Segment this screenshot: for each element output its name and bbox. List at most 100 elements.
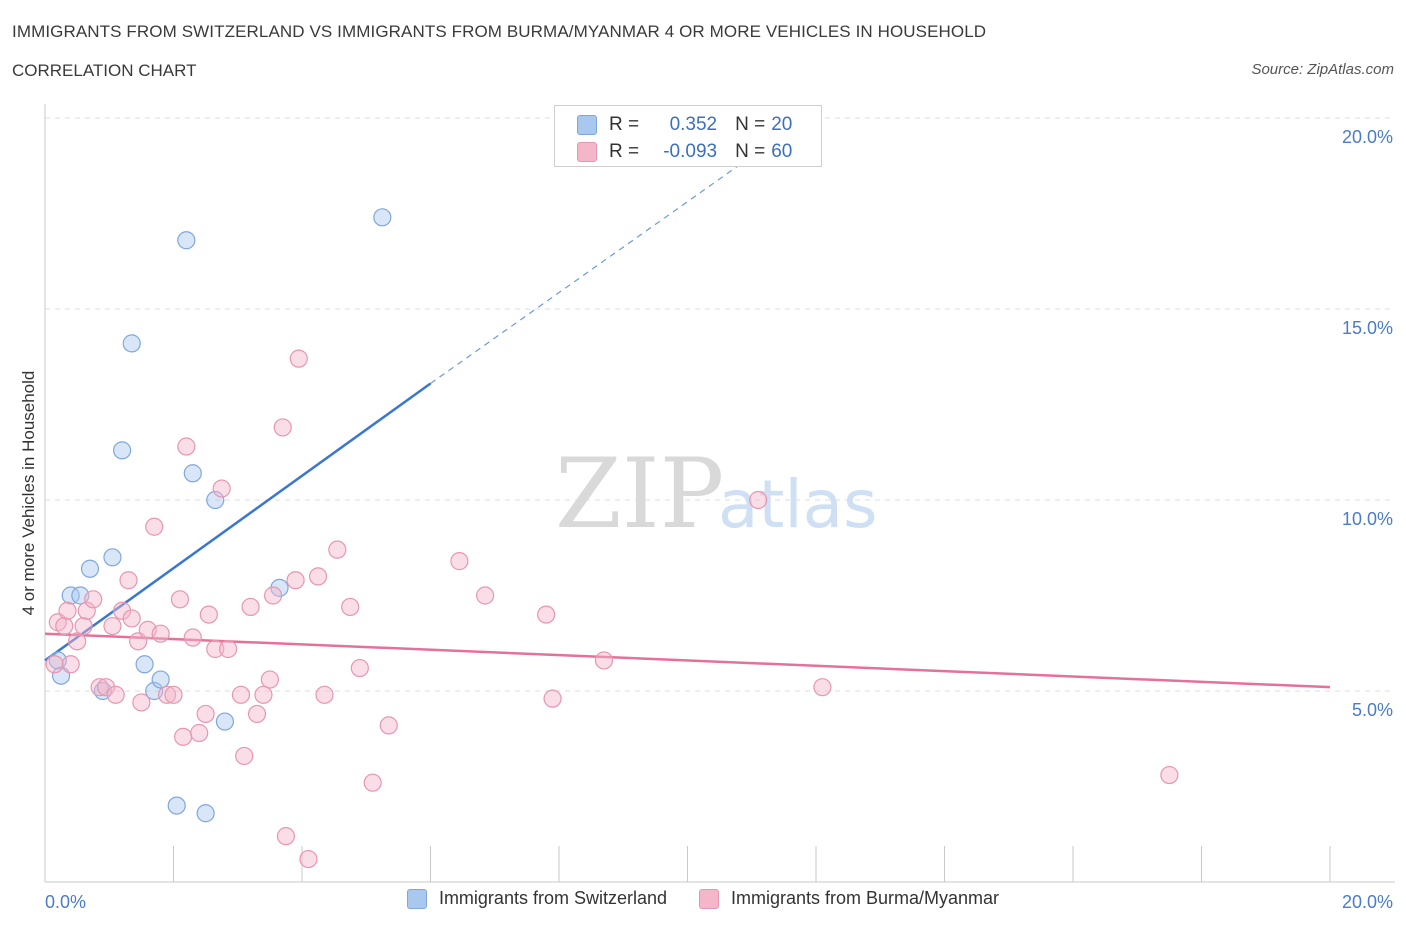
y-tick-label: 10.0% xyxy=(1342,509,1393,529)
point-switzerland xyxy=(135,655,154,674)
stats-legend: R = 0.352 N = 20 R = -0.093 N = 60 xyxy=(554,105,822,167)
trend-line-switzerland-extension xyxy=(430,155,753,384)
series-legend-label: Immigrants from Burma/Myanmar xyxy=(731,888,1000,908)
point-burma xyxy=(254,685,273,704)
point-burma xyxy=(537,605,556,624)
point-burma xyxy=(132,693,151,712)
point-burma xyxy=(74,616,93,636)
point-burma xyxy=(157,685,177,704)
x-tick-label: 0.0% xyxy=(45,892,86,912)
point-burma xyxy=(151,624,170,643)
point-switzerland xyxy=(373,208,392,227)
point-burma xyxy=(363,773,382,792)
series-legend-burma[interactable]: Immigrants from Burma/Myanmar xyxy=(699,888,999,909)
point-burma xyxy=(235,746,254,766)
point-burma xyxy=(543,689,562,708)
trend-line-switzerland xyxy=(44,382,432,662)
point-switzerland xyxy=(167,796,186,815)
point-switzerland xyxy=(80,559,100,578)
point-burma xyxy=(328,540,347,559)
y-axis-label: 4 or more Vehicles in Household xyxy=(19,371,38,616)
labels-layer: 5.0% 10.0% 15.0% 20.0% 0.0% 20.0% xyxy=(45,127,1393,912)
point-burma xyxy=(219,639,238,659)
point-switzerland xyxy=(206,490,225,510)
point-burma xyxy=(119,571,138,590)
point-burma xyxy=(45,655,64,674)
point-burma xyxy=(231,685,251,704)
chart-source: Source: ZipAtlas.com xyxy=(1251,61,1394,78)
point-burma xyxy=(299,849,318,869)
point-burma xyxy=(476,586,495,605)
y-tick-label: 15.0% xyxy=(1342,318,1393,338)
point-burma xyxy=(813,678,832,697)
point-burma xyxy=(379,716,398,735)
point-burma xyxy=(247,704,267,724)
point-burma xyxy=(103,616,122,636)
point-burma xyxy=(212,479,231,498)
point-switzerland xyxy=(122,334,141,353)
point-burma xyxy=(450,552,469,571)
y-tick-label: 20.0% xyxy=(1342,127,1393,147)
point-switzerland xyxy=(151,670,170,689)
point-burma xyxy=(1160,765,1179,785)
point-burma xyxy=(84,590,103,609)
point-burma xyxy=(276,827,296,846)
point-burma xyxy=(122,609,141,628)
point-switzerland xyxy=(196,804,215,823)
point-switzerland xyxy=(177,231,196,250)
watermark-zip: ZIP xyxy=(555,438,724,550)
point-burma xyxy=(145,517,164,536)
point-burma xyxy=(350,658,369,678)
point-burma xyxy=(170,590,190,609)
point-burma xyxy=(263,586,283,605)
point-switzerland xyxy=(61,586,80,605)
point-burma xyxy=(286,571,305,590)
point-burma xyxy=(594,651,614,670)
series-legend-label: Immigrants from Switzerland xyxy=(438,888,667,908)
watermark-atlas: atlas xyxy=(718,466,878,543)
stats-legend-row-switzerland: R = 0.352 N = 20 xyxy=(577,113,792,137)
point-switzerland xyxy=(183,464,202,483)
point-burma xyxy=(183,628,202,647)
n-value: 60 xyxy=(771,141,793,162)
point-burma xyxy=(106,685,125,704)
point-burma xyxy=(90,678,109,697)
point-switzerland xyxy=(103,548,122,567)
legend-swatch-pink xyxy=(577,142,597,162)
r-label: R = xyxy=(609,114,640,135)
chart-subtitle: CORRELATION CHART xyxy=(12,61,197,80)
trend-layer xyxy=(44,155,1331,689)
point-burma xyxy=(58,601,77,620)
series-swatch-blue xyxy=(406,888,427,909)
point-burma xyxy=(196,704,215,724)
points-layer xyxy=(45,208,1179,869)
point-burma xyxy=(190,723,209,743)
point-burma xyxy=(289,349,308,368)
point-burma xyxy=(749,490,768,510)
trend-line-burma xyxy=(44,632,1331,689)
point-burma xyxy=(315,685,334,704)
r-value: 0.352 xyxy=(669,114,718,135)
point-switzerland xyxy=(270,578,289,597)
point-burma xyxy=(55,616,74,636)
point-burma xyxy=(68,632,87,651)
point-burma xyxy=(174,727,193,746)
r-label: R = xyxy=(609,141,640,162)
series-legend-switzerland[interactable]: Immigrants from Switzerland xyxy=(406,888,667,909)
point-burma xyxy=(206,639,225,659)
point-burma xyxy=(241,597,260,617)
legend-swatch-blue xyxy=(577,115,597,135)
axes-layer xyxy=(44,104,1395,883)
point-burma xyxy=(177,437,196,456)
n-label: N = xyxy=(735,141,766,162)
point-burma xyxy=(164,685,183,704)
n-value: 20 xyxy=(771,114,793,135)
n-label: N = xyxy=(735,114,766,135)
point-burma xyxy=(273,418,292,437)
point-burma xyxy=(341,597,360,617)
point-burma xyxy=(260,670,279,689)
x-tick-label: 20.0% xyxy=(1342,892,1393,912)
y-tick-label: 5.0% xyxy=(1352,700,1393,720)
series-swatch-pink xyxy=(699,888,719,909)
